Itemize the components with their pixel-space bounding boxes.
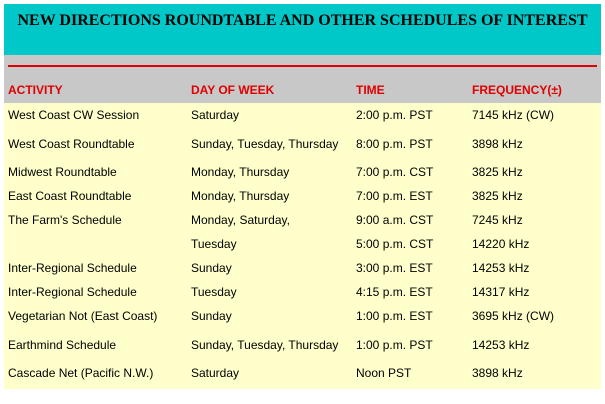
cell-day: Sunday, Tuesday, Thursday [191, 136, 339, 151]
page-title: NEW DIRECTIONS ROUNDTABLE AND OTHER SCHE… [4, 4, 601, 55]
cell-activity: Earthmind Schedule [8, 337, 117, 352]
table-row: Cascade Net (Pacific N.W.) Saturday Noon P… [4, 361, 601, 385]
table-row: Earthmind Schedule Sunday, Tuesday, Thurs… [4, 328, 601, 361]
cell-activity: Vegetarian Not (East Coast) [8, 309, 158, 323]
cell-time: 8:00 p.m. PST [356, 136, 433, 151]
table-row: Midwest Roundtable Monday, Thursday 7:00 p… [4, 160, 601, 184]
cell-activity: West Coast Roundtable [8, 136, 135, 151]
cell-day: Saturday [191, 366, 240, 380]
cell-frequency: 7145 kHz (CW) [472, 108, 555, 122]
table-row: Inter-Regional Schedule Tuesday 4:15 p.m. … [4, 280, 601, 304]
cell-day: Saturday [191, 108, 240, 122]
table-row: Vegetarian Not (East Coast) Sunday 1:00 p.… [4, 304, 601, 328]
cell-frequency: 14253 kHz [472, 337, 530, 352]
cell-time: 7:00 p.m. CST [356, 165, 434, 179]
schedule-table: NEW DIRECTIONS ROUNDTABLE AND OTHER SCHE… [4, 4, 601, 389]
cell-frequency: 3695 kHz (CW) [472, 309, 555, 323]
cell-day: Monday, Saturday, [191, 213, 290, 227]
cell-time: 2:00 p.m. PST [356, 108, 433, 122]
table-row: West Coast CW Session Saturday 2:00 p.m. P… [4, 103, 601, 127]
cell-activity: The Farm's Schedule [8, 213, 122, 227]
cell-day: Monday, Thursday [191, 189, 290, 203]
cell-time: 1:00 p.m. EST [356, 309, 433, 323]
cell-day: Tuesday [191, 285, 237, 299]
cell-time: 3:00 p.m. EST [356, 261, 433, 275]
header-day: DAY OF WEEK [191, 83, 275, 97]
table-row: The Farm's Schedule Monday, Saturday, 9:00… [4, 208, 601, 232]
cell-day: Monday, Thursday [191, 165, 290, 179]
cell-frequency: 3825 kHz [472, 189, 523, 203]
cell-time: 4:15 p.m. EST [356, 285, 433, 299]
cell-activity: East Coast Roundtable [8, 189, 132, 203]
cell-activity: Cascade Net (Pacific N.W.) [8, 366, 154, 380]
cell-frequency: 3825 kHz [472, 165, 523, 179]
cell-day: Sunday [191, 309, 232, 323]
cell-frequency: 14317 kHz [472, 285, 530, 299]
cell-activity: Inter-Regional Schedule [8, 261, 137, 275]
cell-frequency: 3898 kHz [472, 366, 523, 380]
cell-frequency: 3898 kHz [472, 136, 523, 151]
cell-time: 5:00 p.m. CST [356, 237, 434, 251]
table-row: East Coast Roundtable Monday, Thursday 7:0… [4, 184, 601, 208]
cell-activity: West Coast CW Session [8, 108, 140, 122]
cell-activity: Inter-Regional Schedule [8, 285, 137, 299]
cell-time: Noon PST [356, 366, 412, 380]
cell-frequency: 14220 kHz [472, 237, 530, 251]
header-frequency: FREQUENCY(±) [472, 83, 562, 97]
cell-day: Sunday [191, 261, 232, 275]
table-header: ACTIVITY DAY OF WEEK TIME FREQUENCY(±) [4, 55, 601, 103]
table-row: West Coast Roundtable Sunday, Tuesday, Th… [4, 127, 601, 160]
cell-day: Tuesday [191, 237, 237, 251]
cell-time: 7:00 p.m. EST [356, 189, 433, 203]
cell-time: 9:00 a.m. CST [356, 213, 434, 227]
table-body: West Coast CW Session Saturday 2:00 p.m. P… [4, 103, 601, 389]
divider [8, 65, 597, 67]
header-time: TIME [356, 83, 385, 97]
cell-time: 1:00 p.m. PST [356, 337, 433, 352]
table-row: Inter-Regional Schedule Sunday 3:00 p.m. E… [4, 256, 601, 280]
cell-activity: Midwest Roundtable [8, 165, 117, 179]
cell-frequency: 7245 kHz [472, 213, 523, 227]
table-row: Tuesday 5:00 p.m. CST 14220 kHz [4, 232, 601, 256]
header-activity: ACTIVITY [8, 83, 63, 97]
cell-frequency: 14253 kHz [472, 261, 530, 275]
cell-day: Sunday, Tuesday, Thursday [191, 337, 339, 352]
